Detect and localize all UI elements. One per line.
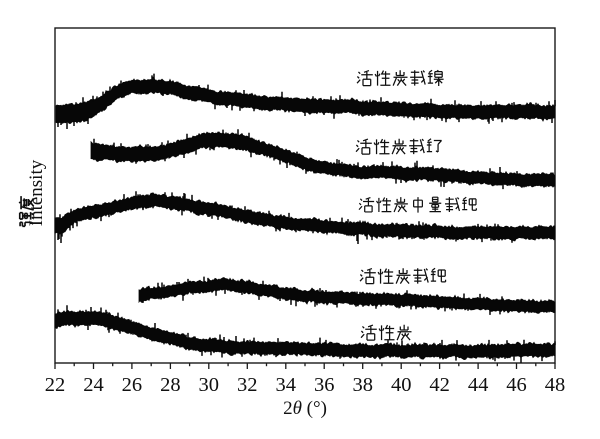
svg-text:26: 26 — [122, 374, 143, 396]
svg-text:34: 34 — [276, 374, 297, 396]
svg-text:24: 24 — [83, 374, 104, 396]
svg-text:36: 36 — [314, 374, 335, 396]
svg-text:32: 32 — [237, 374, 258, 396]
svg-text:48: 48 — [545, 374, 566, 396]
svg-text:28: 28 — [160, 374, 181, 396]
svg-text:2θ (°): 2θ (°) — [283, 398, 327, 419]
svg-text:30: 30 — [199, 374, 220, 396]
svg-text:38: 38 — [352, 374, 373, 396]
svg-text:40: 40 — [391, 374, 412, 396]
svg-text:42: 42 — [429, 374, 450, 396]
svg-text:44: 44 — [468, 374, 489, 396]
svg-text:22: 22 — [45, 374, 66, 396]
svg-text:46: 46 — [506, 374, 527, 396]
